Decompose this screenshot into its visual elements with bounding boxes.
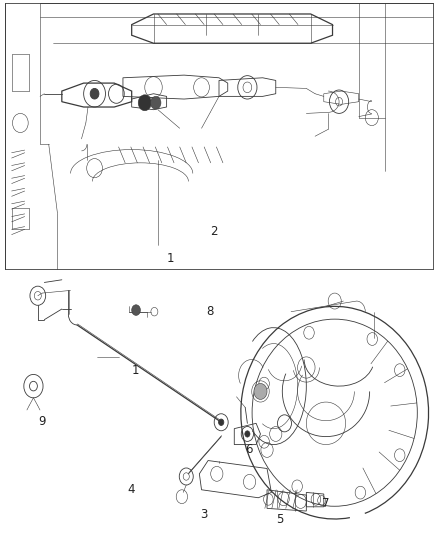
Text: 1: 1 — [166, 252, 174, 265]
Circle shape — [90, 88, 99, 99]
Text: 6: 6 — [245, 443, 253, 456]
Text: 4: 4 — [127, 483, 135, 496]
Text: 8: 8 — [206, 305, 213, 318]
Circle shape — [245, 431, 250, 437]
Text: 1: 1 — [132, 364, 139, 377]
Circle shape — [138, 95, 151, 111]
Text: 2: 2 — [210, 225, 218, 238]
Text: 5: 5 — [276, 513, 283, 526]
Text: 7: 7 — [321, 497, 329, 510]
Circle shape — [150, 96, 161, 109]
Text: 9: 9 — [39, 415, 46, 429]
Circle shape — [254, 383, 267, 399]
Circle shape — [132, 305, 141, 316]
Circle shape — [219, 419, 224, 425]
Text: 3: 3 — [200, 508, 208, 521]
